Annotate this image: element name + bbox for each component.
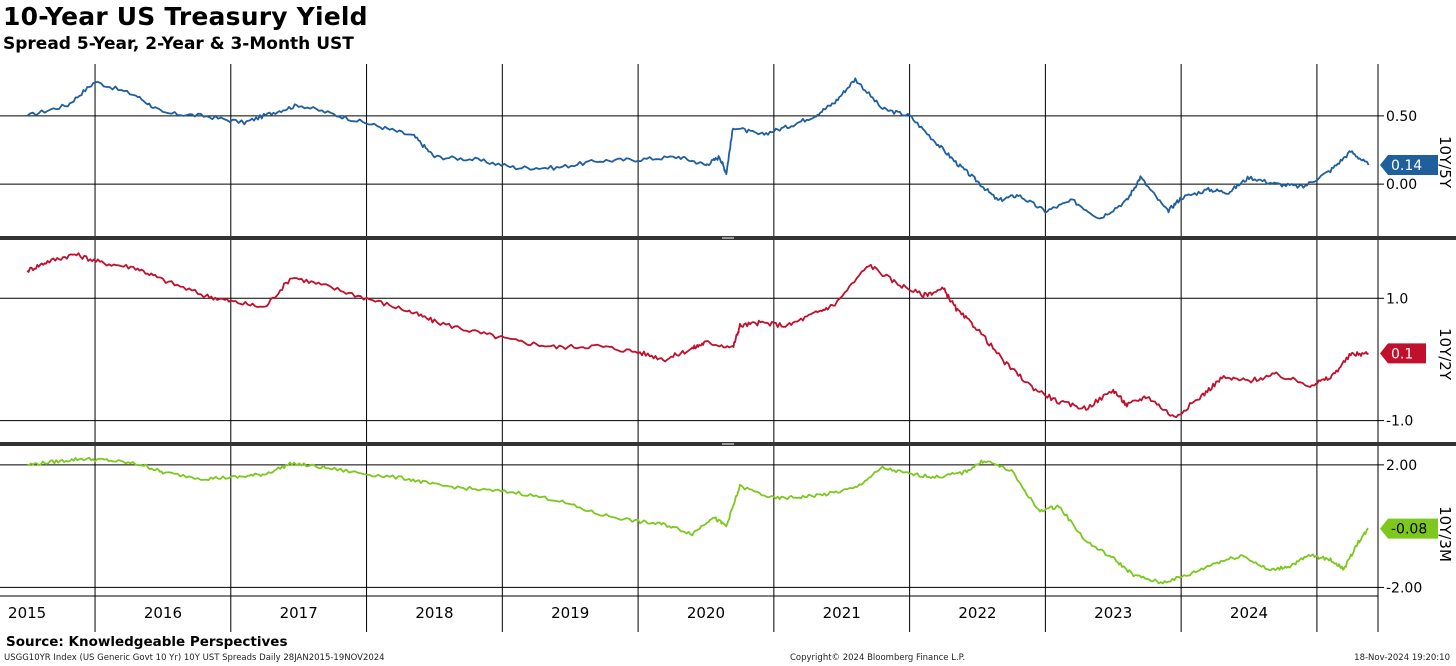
last-value-label: 0.14 — [1391, 158, 1422, 174]
year-tick-label: 2018 — [415, 604, 453, 622]
last-value-label: -0.08 — [1391, 522, 1427, 538]
year-tick-label: 2016 — [144, 604, 182, 622]
year-tick-label: 2024 — [1230, 604, 1268, 622]
chart-subtitle: Spread 5-Year, 2-Year & 3-Month UST — [3, 34, 354, 54]
year-tick-label: 2022 — [958, 604, 996, 622]
year-tick-label: 2017 — [280, 604, 318, 622]
year-tick-label: 2021 — [823, 604, 861, 622]
series-line-10y-3m — [27, 456, 1369, 585]
chart-title: 10-Year US Treasury Yield — [3, 2, 368, 31]
last-value-badge — [1380, 343, 1426, 364]
y-tick-label: 2.00 — [1386, 458, 1417, 474]
panel-label: 10Y/3M — [1436, 506, 1454, 562]
panel-label: 10Y/2Y — [1436, 328, 1454, 381]
year-tick-label: 2015 — [8, 604, 46, 622]
year-tick-label: 2023 — [1094, 604, 1132, 622]
last-value-badge — [1380, 518, 1438, 539]
year-tick-label: 2020 — [687, 604, 725, 622]
y-tick-label: 0.50 — [1386, 109, 1417, 125]
last-value-badge — [1380, 155, 1438, 176]
ticker-info: USGG10YR Index (US Generic Govt 10 Yr) 1… — [4, 653, 385, 663]
y-tick-label: 1.0 — [1386, 291, 1408, 307]
series-line-10y-5y — [26, 77, 1370, 220]
panel-splitter-handle — [722, 237, 734, 239]
timestamp: 18-Nov-2024 19:20:10 — [1354, 653, 1450, 663]
y-tick-label: -1.0 — [1386, 414, 1413, 430]
series-line-10y-2y — [26, 252, 1369, 418]
panel-label: 10Y/5Y — [1436, 136, 1454, 189]
year-tick-label: 2019 — [551, 604, 589, 622]
y-tick-label: 0.00 — [1386, 177, 1417, 193]
copyright-note: Copyright© 2024 Bloomberg Finance L.P. — [790, 653, 966, 663]
panel-splitter-handle — [722, 443, 734, 445]
source-note: Source: Knowledgeable Perspectives — [6, 634, 288, 650]
y-tick-label: -2.00 — [1386, 580, 1422, 596]
last-value-label: 0.1 — [1391, 346, 1413, 362]
